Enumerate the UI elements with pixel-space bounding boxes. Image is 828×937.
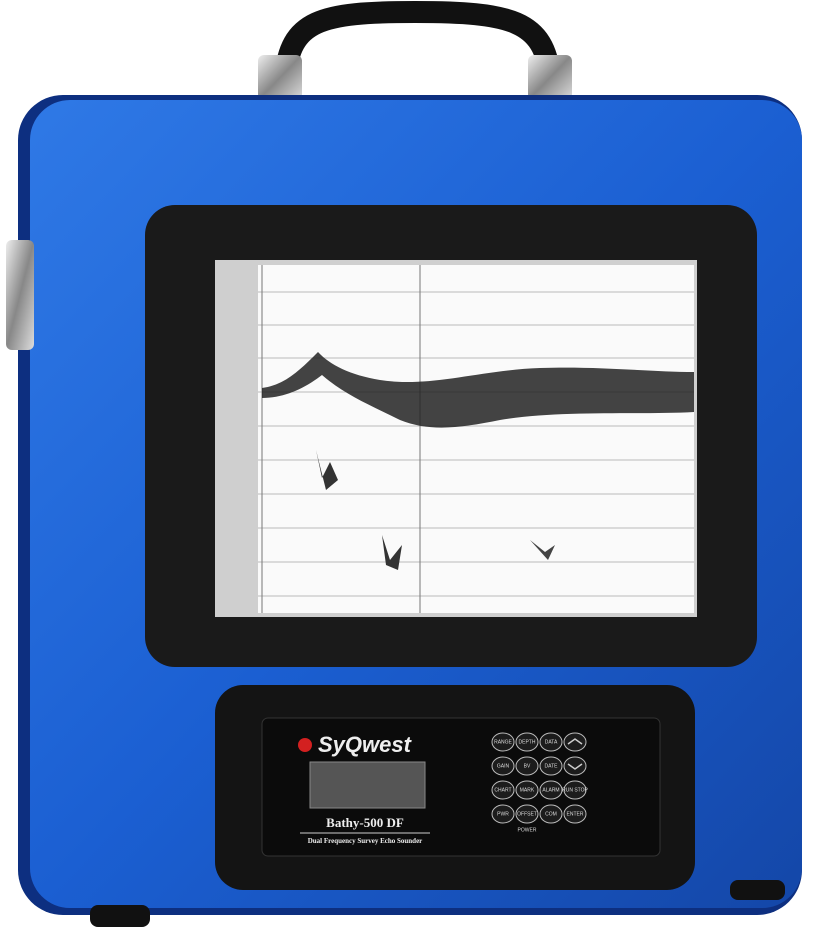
keypad-label: POWER [518, 827, 537, 833]
brand: SyQwest [318, 732, 413, 757]
arrow-key[interactable] [564, 757, 586, 775]
key-label: COM [545, 811, 557, 817]
key-label: DEPTH [519, 739, 536, 745]
model: Bathy-500 DF [326, 815, 404, 830]
key-label: CHART [494, 787, 511, 793]
key-label: RANGE [494, 739, 512, 745]
lcd [310, 762, 425, 808]
foot [90, 905, 150, 927]
key-label: ENTER [567, 811, 584, 817]
page: SyQwest Bathy-500 DF Dual Frequency Surv… [0, 0, 828, 937]
handle-bracket [258, 55, 302, 100]
key-label: MARK [520, 787, 535, 793]
key-label: ALARM [542, 787, 559, 793]
latch [6, 240, 34, 350]
arrow-key[interactable] [564, 733, 586, 751]
key-label: RUN STOP [562, 787, 588, 793]
key-label: BV [524, 763, 531, 769]
handle-bracket [528, 55, 572, 100]
foot [730, 880, 785, 900]
description: Dual Frequency Survey Echo Sounder [308, 837, 423, 845]
key-label: DATA [545, 739, 558, 745]
chart-paper [258, 265, 694, 613]
key-label: GAIN [497, 763, 510, 769]
key-label: DATE [545, 763, 559, 769]
scene: SyQwest Bathy-500 DF Dual Frequency Surv… [0, 0, 828, 937]
handle [285, 12, 550, 78]
key-label: OFFSET [517, 811, 537, 817]
logo-mark [298, 738, 312, 752]
key-label: PWR [497, 811, 509, 817]
